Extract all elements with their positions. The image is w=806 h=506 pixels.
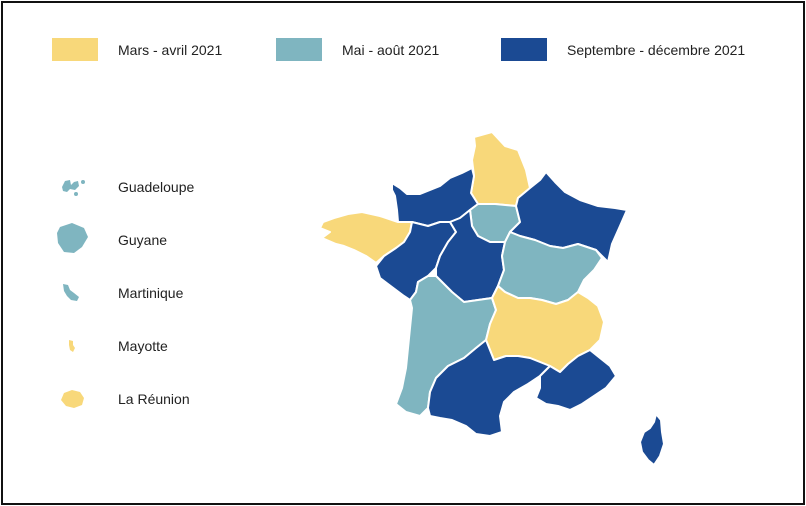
overseas-martinique: Martinique [52, 278, 272, 308]
legend-swatch [52, 38, 98, 61]
legend-item-period-3: Septembre - décembre 2021 [501, 38, 745, 61]
legend-label: Mai - août 2021 [342, 41, 440, 58]
guyane-shape [57, 223, 88, 253]
la-reunion-shape [61, 390, 84, 408]
overseas-label: Guyane [118, 232, 168, 248]
legend-label: Mars - avril 2021 [118, 41, 223, 58]
guadeloupe-shape [62, 180, 85, 196]
region-grand-est [509, 171, 628, 263]
legend-swatch [501, 38, 547, 61]
overseas-label: La Réunion [118, 391, 190, 407]
legend-swatch [276, 38, 322, 61]
martinique-shape [63, 284, 79, 301]
legend-item-period-2: Mai - août 2021 [276, 38, 439, 61]
overseas-label: Martinique [118, 285, 184, 301]
legend-label: Septembre - décembre 2021 [567, 41, 746, 58]
legend-item-period-1: Mars - avril 2021 [52, 38, 222, 61]
overseas-la-reunion: La Réunion [52, 384, 272, 414]
overseas-label: Guadeloupe [118, 179, 195, 195]
region-provence-alpes-cote-d-azur [535, 349, 617, 411]
overseas-label: Mayotte [118, 338, 168, 354]
overseas-guyane: Guyane [52, 223, 272, 255]
region-occitanie [427, 339, 551, 437]
overseas-guadeloupe: Guadeloupe [52, 172, 272, 202]
region-corse [639, 413, 665, 466]
overseas-mayotte: Mayotte [52, 331, 272, 361]
mayotte-shape [69, 340, 75, 352]
